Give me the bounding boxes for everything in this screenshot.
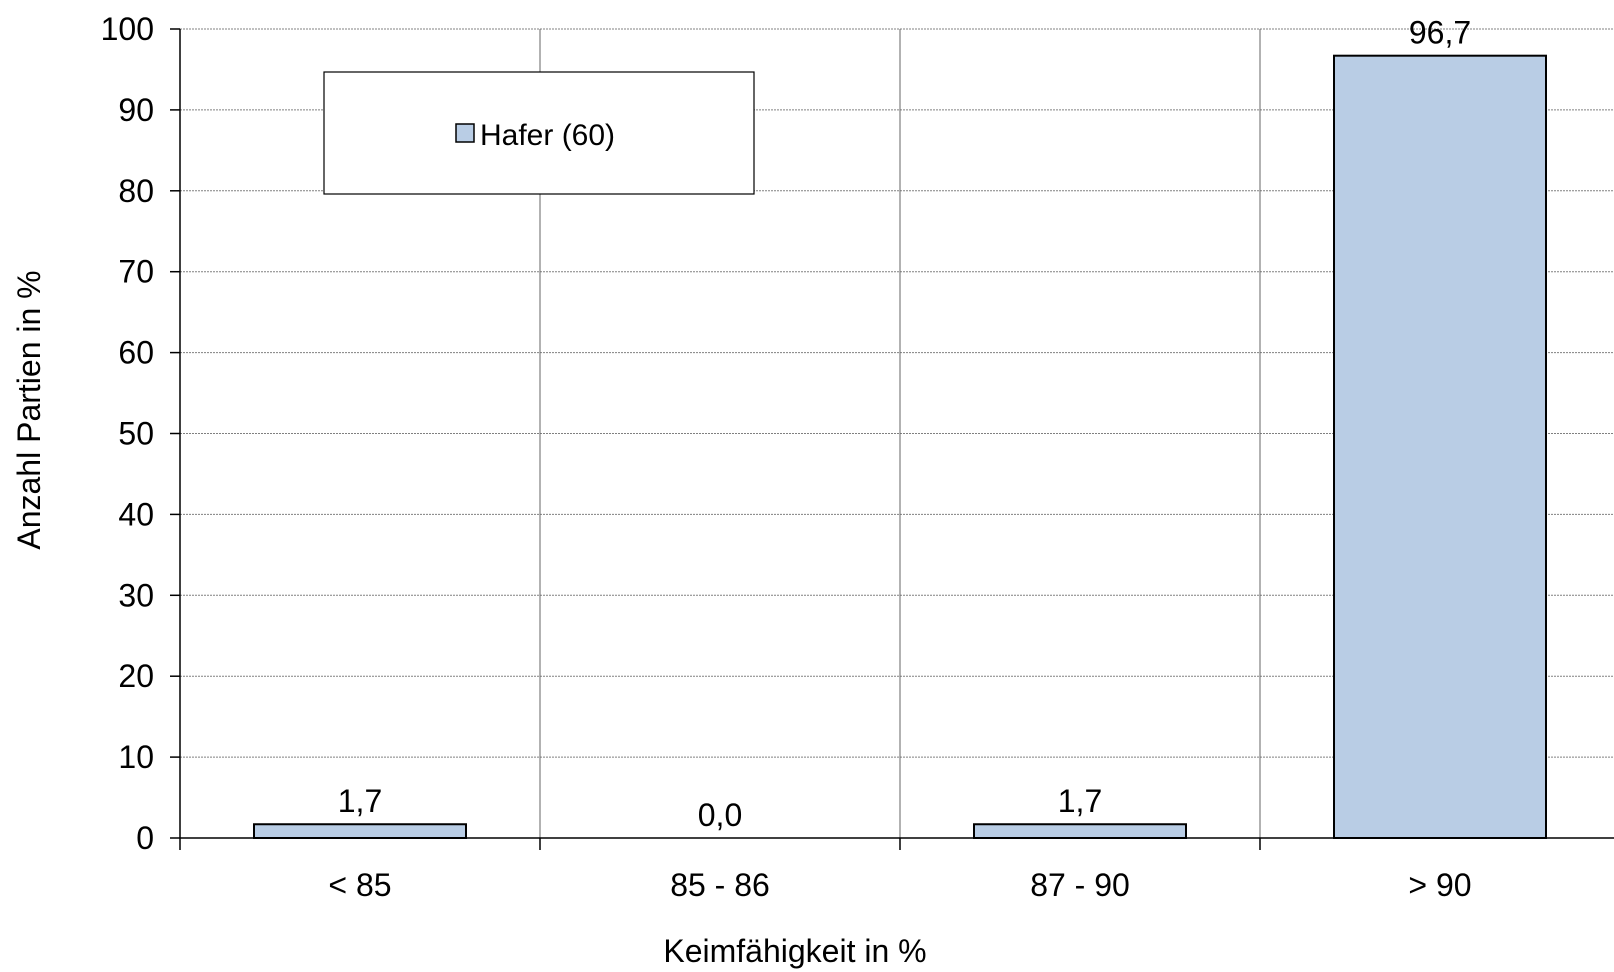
- y-tick-label: 40: [118, 496, 154, 532]
- legend-swatch: [455, 123, 475, 143]
- y-axis-title: Anzahl Partien in %: [11, 270, 47, 549]
- x-tick-label: 87 - 90: [1030, 867, 1130, 903]
- x-tick-label: < 85: [328, 867, 391, 903]
- y-tick-label: 60: [118, 335, 154, 371]
- y-tick-label: 100: [101, 11, 154, 47]
- bar-value-label: 0,0: [698, 797, 742, 833]
- bar-value-label: 96,7: [1409, 15, 1471, 51]
- x-tick-label: > 90: [1408, 867, 1471, 903]
- legend: Hafer (60): [323, 71, 755, 195]
- bar-value-label: 1,7: [1058, 783, 1102, 819]
- bar: [973, 823, 1187, 840]
- y-tick-label: 20: [118, 658, 154, 694]
- legend-entry-label: Hafer (60): [480, 119, 615, 152]
- y-tick-label: 90: [118, 92, 154, 128]
- x-tick-label: 85 - 86: [670, 867, 770, 903]
- label-layer: 1,7 0,0 1,7 96,7 0 10 20 30 40 50 60 70 80 90 100 < 85 8…: [101, 11, 1472, 903]
- bar-layer: [253, 54, 1547, 840]
- y-tick-label: 50: [118, 416, 154, 452]
- axis-layer: [170, 28, 1614, 850]
- y-tick-label: 30: [118, 577, 154, 613]
- y-tick-label: 80: [118, 173, 154, 209]
- y-tick-label: 10: [118, 739, 154, 775]
- x-axis-title: Keimfähigkeit in %: [663, 933, 926, 969]
- legend-box: [323, 71, 755, 195]
- bar: [253, 823, 467, 840]
- bar: [1333, 54, 1547, 839]
- bar-value-label: 1,7: [338, 783, 382, 819]
- y-tick-label: 70: [118, 254, 154, 290]
- y-tick-label: 0: [136, 820, 154, 856]
